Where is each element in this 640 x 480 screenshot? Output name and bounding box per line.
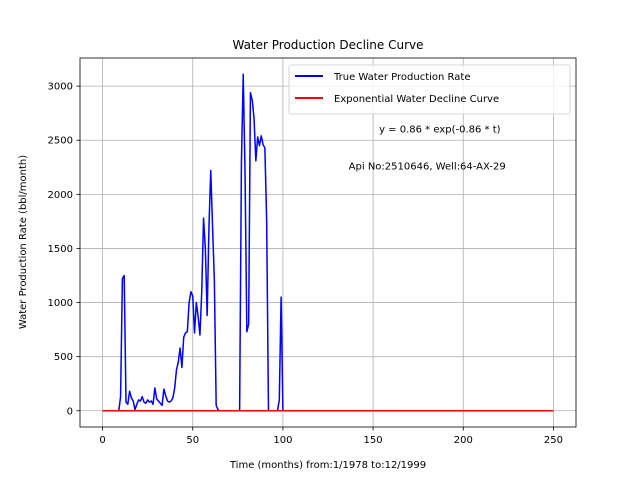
x-tick-label: 100 xyxy=(273,435,292,446)
y-tick-label: 2500 xyxy=(48,136,73,147)
legend-label-exponential: Exponential Water Decline Curve xyxy=(334,94,499,105)
chart-title: Water Production Decline Curve xyxy=(232,38,423,52)
y-tick-label: 3000 xyxy=(48,82,73,93)
x-tick-label: 250 xyxy=(544,435,563,446)
legend: True Water Production Rate Exponential W… xyxy=(288,64,571,115)
x-tick-label: 50 xyxy=(186,435,199,446)
x-axis-label: Time (months) from:1/1978 to:12/1999 xyxy=(229,460,426,471)
x-tick-label: 0 xyxy=(99,435,105,446)
series-layer xyxy=(102,73,554,412)
annotation-1: Api No:2510646, Well:64-AX-29 xyxy=(349,161,506,172)
grid xyxy=(80,58,576,427)
y-tick-label: 1500 xyxy=(48,244,73,255)
plot-area xyxy=(102,73,554,412)
y-tick-label: 1000 xyxy=(48,298,73,309)
y-tick-label: 0 xyxy=(67,406,73,417)
x-tick-label: 150 xyxy=(364,435,383,446)
annotation-0: y = 0.86 * exp(-0.86 * t) xyxy=(379,125,501,136)
x-tick-label: 200 xyxy=(454,435,473,446)
legend-label-true-water: True Water Production Rate xyxy=(333,72,470,83)
plot-frame xyxy=(79,57,577,428)
series-line-0 xyxy=(102,73,284,412)
y-tick-label: 500 xyxy=(54,352,73,363)
legend-box xyxy=(288,64,571,115)
y-tick-label: 2000 xyxy=(48,190,73,201)
annotations: y = 0.86 * exp(-0.86 * t) Api No:2510646,… xyxy=(349,125,506,173)
y-axis-label: Water Production Rate (bbl/month) xyxy=(18,155,29,329)
